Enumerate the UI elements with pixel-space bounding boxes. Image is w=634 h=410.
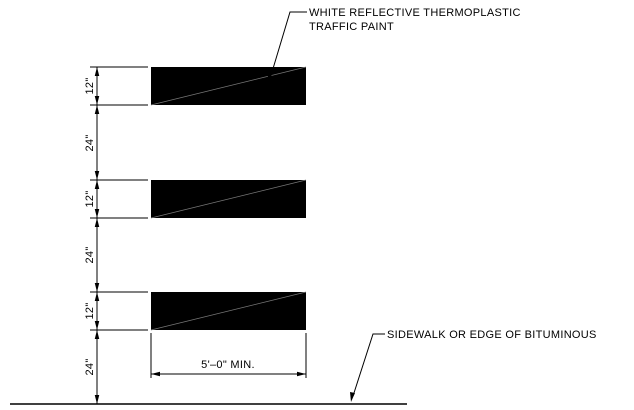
dim-label-bar-1: 12" bbox=[84, 77, 96, 94]
edge-leader-arrowhead bbox=[350, 392, 355, 402]
paint-leader-arrowhead bbox=[267, 72, 272, 82]
dim-label-gap-2: 24" bbox=[84, 246, 96, 263]
stripe-1 bbox=[150, 66, 307, 106]
stripe-3 bbox=[150, 291, 307, 331]
paint-leader bbox=[268, 11, 307, 83]
length-dimension bbox=[150, 333, 307, 378]
dim-label-bar-2: 12" bbox=[84, 190, 96, 207]
paint-callout-line1: WHITE REFLECTIVE THERMOPLASTIC bbox=[309, 7, 521, 19]
dim-label-bar-3: 12" bbox=[84, 302, 96, 319]
stripe-2 bbox=[150, 179, 307, 219]
dim-label-length: 5'–0" MIN. bbox=[201, 359, 255, 371]
dim-label-gap-1: 24" bbox=[84, 134, 96, 151]
extension-lines bbox=[90, 66, 148, 331]
edge-callout: SIDEWALK OR EDGE OF BITUMINOUS bbox=[387, 329, 597, 341]
edge-leader bbox=[352, 333, 385, 397]
dim-label-gap-3: 24" bbox=[84, 358, 96, 375]
paint-callout-line2: TRAFFIC PAINT bbox=[309, 21, 394, 33]
